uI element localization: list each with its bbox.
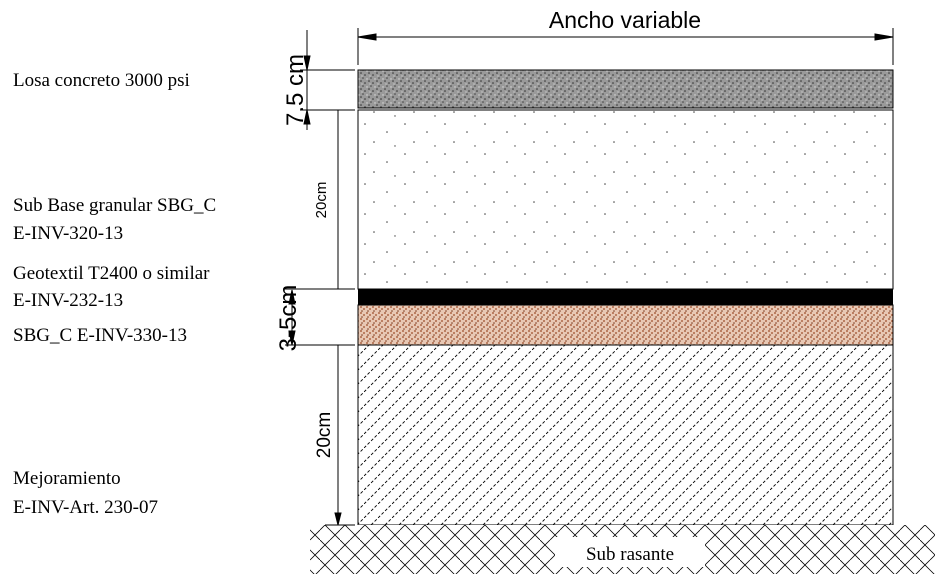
arrow bbox=[334, 512, 342, 526]
layer-label: Sub Base granular SBG_C bbox=[13, 195, 216, 216]
layer-losa bbox=[357, 69, 894, 109]
layer-label: Losa concreto 3000 psi bbox=[13, 70, 190, 91]
dim-label: 20cm bbox=[313, 182, 330, 219]
layer-label: E-INV-232-13 bbox=[13, 290, 123, 311]
layer-subbase bbox=[357, 109, 894, 290]
arrow bbox=[288, 289, 296, 346]
dim-label: 7.5 cm bbox=[282, 54, 309, 126]
dim-label: 20cm bbox=[314, 412, 335, 458]
layer-geotextil bbox=[358, 289, 893, 305]
width-label: Ancho variable bbox=[549, 7, 701, 33]
layer-label: E-INV-Art. 230-07 bbox=[13, 497, 158, 518]
subgrade-label: Sub rasante bbox=[586, 544, 674, 565]
layer-label: SBG_C E-INV-330-13 bbox=[13, 325, 187, 346]
ext-lines bbox=[285, 69, 355, 526]
label-bg bbox=[555, 537, 705, 567]
layer-label: Mejoramiento bbox=[13, 468, 121, 489]
layer-label: Geotextil T2400 o similar bbox=[13, 263, 210, 284]
dim-label: 3-5cm bbox=[275, 285, 302, 352]
layer-mejoramiento bbox=[357, 344, 894, 526]
arrow bbox=[357, 33, 894, 41]
layer-label: E-INV-320-13 bbox=[13, 223, 123, 244]
arrow bbox=[303, 55, 311, 125]
layer-sbg bbox=[357, 304, 894, 346]
